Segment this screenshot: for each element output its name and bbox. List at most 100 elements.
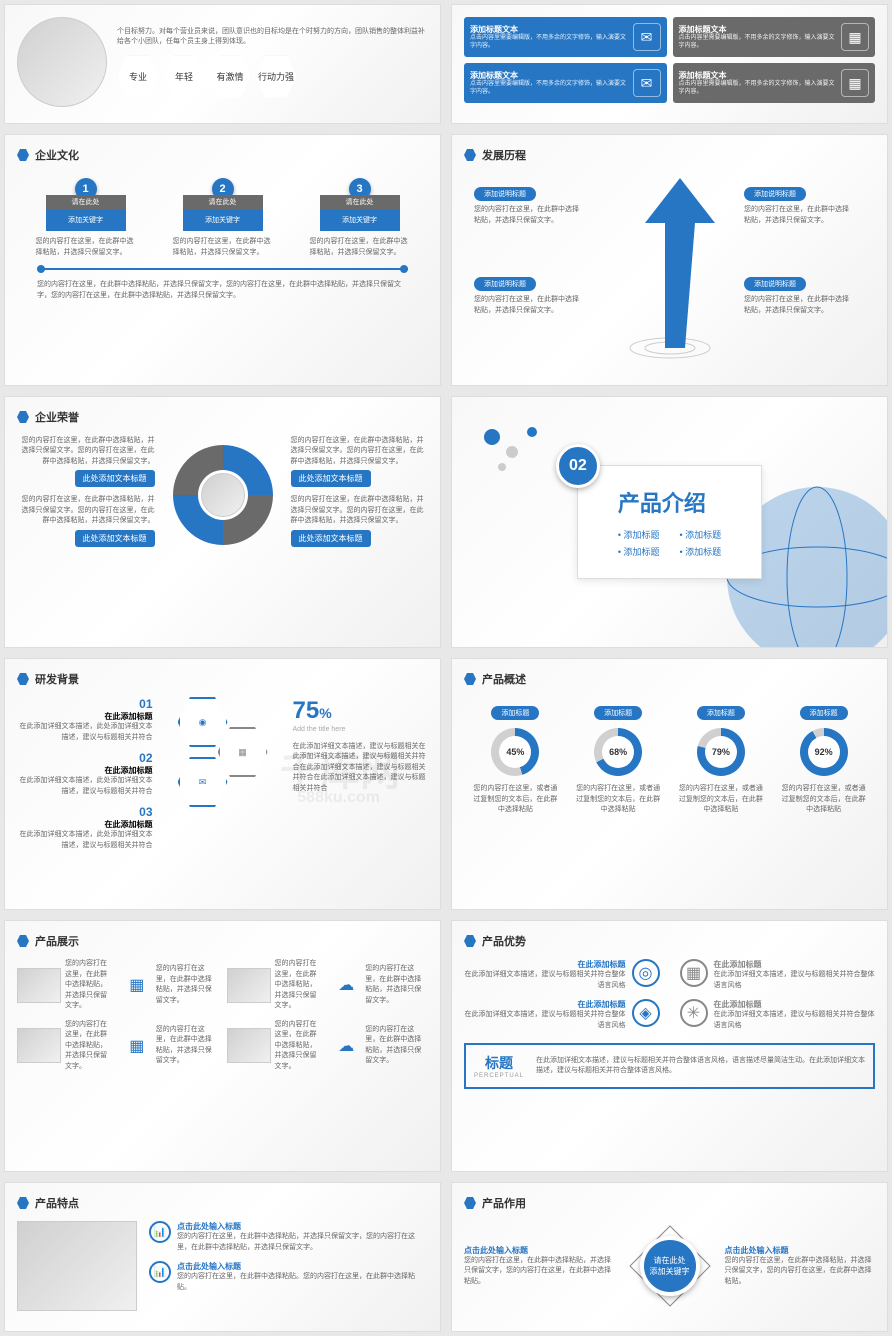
feature-card-3: 添加标题文本点击内容里需要编辑版，不用多余的文字修饰，输入演要文字内容。 ▦ [673, 63, 876, 103]
slide-honors: 企业荣誉 您的内容打在这里，在此群中选择粘贴，并选择只保留文字。您的内容打在这里… [4, 396, 441, 648]
slide-overview: 产品概述 添加标题 45% 您的内容打在这里，或者通过复制您的文本后，在此群中选… [451, 658, 888, 910]
showcase-cell-0: 您的内容打在这里，在此群中选择粘贴，并选择只保留文字。 [17, 959, 114, 1012]
advantage-1: ▦ 在此添加标题 在此添加详细文本描述，建议与标题相关并符合整体语言风格 [680, 959, 876, 991]
slide-showcase: 产品展示 您的内容打在这里，在此群中选择粘贴，并选择只保留文字。 ▦ 您的内容打… [4, 920, 441, 1172]
stat-value: 75 [293, 697, 320, 724]
showcase-cell-1: ▦ 您的内容打在这里，在此群中选择粘贴，并选择只保留文字。 [122, 959, 219, 1012]
card-icon: ✉ [633, 69, 661, 97]
slide-advantages: 产品优势 ◎ 在此添加标题 在此添加详细文本描述，建议与标题相关并符合整体语言风… [451, 920, 888, 1172]
slide-feature-cards: 添加标题文本点击内容里需要编辑版，不用多余的文字修饰，输入演要文字内容。 ✉ 添… [451, 4, 888, 124]
team-photo [17, 17, 107, 107]
title: 企业荣誉 [35, 409, 79, 425]
banner-sub: PERCEPTUAL [474, 1073, 524, 1079]
title: 研发背景 [35, 671, 79, 687]
hex-icon [17, 935, 29, 947]
honor-item-2: 您的内容打在这里，在此群中选择粘贴，并选择只保留文字。您的内容打在这里，在此群中… [17, 495, 155, 547]
advantage-0: ◎ 在此添加标题 在此添加详细文本描述，建议与标题相关并符合整体语言风格 [464, 959, 660, 991]
history-item-1: 添加说明标题 您的内容打在这里，在此群中选择粘贴，并选择只保留文字。 [744, 183, 854, 226]
fn-desc-1: 您的内容打在这里，在此群中选择粘贴，并选择只保留文字，您的内容打在这里，在此群中… [464, 1256, 615, 1288]
section-number: 02 [556, 444, 600, 488]
advantage-icon: ▦ [680, 959, 708, 987]
section-bullet-0: • 添加标题 [618, 528, 660, 541]
donut-0: 添加标题 45% 您的内容打在这里，或者通过复制您的文本后，在此群中选择粘贴 [473, 702, 558, 816]
slide-team-intro: 个目标努力。对每个营业员来说，团队意识也的目标均是在个时努力的方向，团队销售的整… [4, 4, 441, 124]
culture-summary: 您的内容打在这里，在此群中选择粘贴，并选择只保留文字，您的内容打在这里，在此群中… [37, 280, 408, 301]
title: 产品作用 [482, 1195, 526, 1211]
hex-tag-3: 有激情 [209, 56, 251, 98]
hex-icon [464, 149, 476, 161]
banner-title: 标题 [474, 1053, 524, 1073]
honor-item-1: 您的内容打在这里，在此群中选择粘贴，并选择只保留文字。您的内容打在这里，在此群中… [291, 436, 429, 488]
advantage-2: ◈ 在此添加标题 在此添加详细文本描述，建议与标题相关并符合整体语言风格 [464, 999, 660, 1031]
section-bullet-1: • 添加标题 [680, 528, 722, 541]
title: 产品优势 [482, 933, 526, 949]
donut-2: 添加标题 79% 您的内容打在这里，或者通过复制您的文本后，在此群中选择粘贴 [678, 702, 763, 816]
hex-icon [464, 673, 476, 685]
section-title: 产品介绍 [618, 486, 721, 518]
rd-item-1: 02 在此添加标题 在此添加详细文本描述，此处添加详细文本描述，建议与标题相关并… [17, 751, 153, 797]
stat-unit: % [319, 705, 331, 721]
hex-cluster: ◉ ▦ ✉ [168, 697, 278, 859]
title: 产品概述 [482, 671, 526, 687]
hex-icon [17, 411, 29, 423]
hex-tag-4: 行动力强 [255, 56, 297, 98]
feature-item-0: 📊 点击此处输入标题您的内容打在这里，在此群中选择粘贴，并选择只保留文字，您的内… [149, 1221, 428, 1253]
advantage-icon: ◈ [632, 999, 660, 1027]
stat-caption: Add the title here [293, 725, 429, 736]
step-3: 3 请在此处 添加关键字 您的内容打在这里，在此群中选择粘贴，并选择只保留文字。 [310, 178, 410, 258]
showcase-cell-5: ▦ 您的内容打在这里，在此群中选择粘贴，并选择只保留文字。 [122, 1020, 219, 1073]
feature-item-1: 📊 点击此处输入标题您的内容打在这里，在此群中选择粘贴。您的内容打在这里，在此群… [149, 1261, 428, 1293]
quadrant-graphic [163, 435, 283, 555]
feature-icon: 📊 [149, 1221, 171, 1243]
title: 发展历程 [482, 147, 526, 163]
hex-icon [17, 1197, 29, 1209]
center-circle: 请在此处添加关键字 [625, 1221, 715, 1311]
title: 产品特点 [35, 1195, 79, 1211]
slide-rd-background: 研发背景 01 在此添加标题 在此添加详细文本描述，此处添加详细文本描述，建议与… [4, 658, 441, 910]
card-icon: ▦ [841, 23, 869, 51]
showcase-cell-2: 您的内容打在这里，在此群中选择粘贴，并选择只保留文字。 [227, 959, 324, 1012]
feature-card-1: 添加标题文本点击内容里需要编辑版，不用多余的文字修饰，输入演要文字内容。 ▦ [673, 17, 876, 57]
showcase-cell-6: 您的内容打在这里，在此群中选择粘贴，并选择只保留文字。 [227, 1020, 324, 1073]
showcase-cell-7: ☁ 您的内容打在这里，在此群中选择粘贴，并选择只保留文字。 [331, 1020, 428, 1073]
history-item-3: 添加说明标题 您的内容打在这里，在此群中选择粘贴，并选择只保留文字。 [744, 273, 854, 316]
title: 产品展示 [35, 933, 79, 949]
history-item-0: 添加说明标题 您的内容打在这里，在此群中选择粘贴，并选择只保留文字。 [474, 183, 584, 226]
hex-icon [464, 935, 476, 947]
title: 企业文化 [35, 147, 79, 163]
step-2: 2 请在此处 添加关键字 您的内容打在这里，在此群中选择粘贴，并选择只保留文字。 [173, 178, 273, 258]
fn-label-1: 点击此处输入标题 [464, 1245, 615, 1256]
hex-icon [17, 149, 29, 161]
rd-item-0: 01 在此添加标题 在此添加详细文本描述，此处添加详细文本描述，建议与标题相关并… [17, 697, 153, 743]
cell-icon: ▦ [122, 1036, 152, 1056]
team-desc: 个目标努力。对每个营业员来说，团队意识也的目标均是在个时努力的方向，团队销售的整… [117, 27, 428, 48]
slide-section-2: 02 产品介绍 • 添加标题• 添加标题• 添加标题• 添加标题 [451, 396, 888, 648]
advantage-icon: ✳ [680, 999, 708, 1027]
cell-icon: ☁ [331, 975, 361, 995]
slide-function: 产品作用 点击此处输入标题 您的内容打在这里，在此群中选择粘贴，并选择只保留文字… [451, 1182, 888, 1332]
feature-card-0: 添加标题文本点击内容里需要编辑版，不用多余的文字修饰，输入演要文字内容。 ✉ [464, 17, 667, 57]
donut-3: 添加标题 92% 您的内容打在这里，或者通过复制您的文本后，在此群中选择粘贴 [781, 702, 866, 816]
cell-icon: ▦ [122, 975, 152, 995]
advantage-icon: ◎ [632, 959, 660, 987]
hex-tag-2: 年轻 [163, 56, 205, 98]
banner-desc: 在此添加详细文本描述，建议与标题相关并符合整体语言风格，语言描述尽量简洁生动。在… [536, 1056, 865, 1077]
slide-culture: 企业文化 1 请在此处 添加关键字 您的内容打在这里，在此群中选择粘贴，并选择只… [4, 134, 441, 386]
feature-card-2: 添加标题文本点击内容里需要编辑版，不用多余的文字修饰，输入演要文字内容。 ✉ [464, 63, 667, 103]
advantage-banner: 标题 PERCEPTUAL 在此添加详细文本描述，建议与标题相关并符合整体语言风… [464, 1043, 875, 1089]
fn-desc-2: 您的内容打在这里，在此群中选择粘贴，并选择只保留文字，您的内容打在这里，在此群中… [725, 1256, 876, 1288]
fn-label-2: 点击此处输入标题 [725, 1245, 876, 1256]
hex-icon [17, 673, 29, 685]
cell-icon: ☁ [331, 1036, 361, 1056]
hex-tag-1: 专业 [117, 56, 159, 98]
slide-history: 发展历程 添加说明标题 您的内容打在这里，在此群中选择粘贴，并选择只保留文字。 … [451, 134, 888, 386]
showcase-cell-3: ☁ 您的内容打在这里，在此群中选择粘贴，并选择只保留文字。 [331, 959, 428, 1012]
feature-image [17, 1221, 137, 1311]
donut-1: 添加标题 68% 您的内容打在这里，或者通过复制您的文本后，在此群中选择粘贴 [576, 702, 661, 816]
advantage-3: ✳ 在此添加标题 在此添加详细文本描述，建议与标题相关并符合整体语言风格 [680, 999, 876, 1031]
honor-item-0: 您的内容打在这里，在此群中选择粘贴，并选择只保留文字。您的内容打在这里，在此群中… [17, 436, 155, 488]
history-item-2: 添加说明标题 您的内容打在这里，在此群中选择粘贴，并选择只保留文字。 [474, 273, 584, 316]
rd-item-2: 03 在此添加标题 在此添加详细文本描述，此处添加详细文本描述，建议与标题相关并… [17, 805, 153, 851]
stat-desc: 在此添加详细文本描述，建议与标题相关在此添加详细文本描述，建议与标题相关并符合在… [293, 742, 429, 795]
card-icon: ▦ [841, 69, 869, 97]
